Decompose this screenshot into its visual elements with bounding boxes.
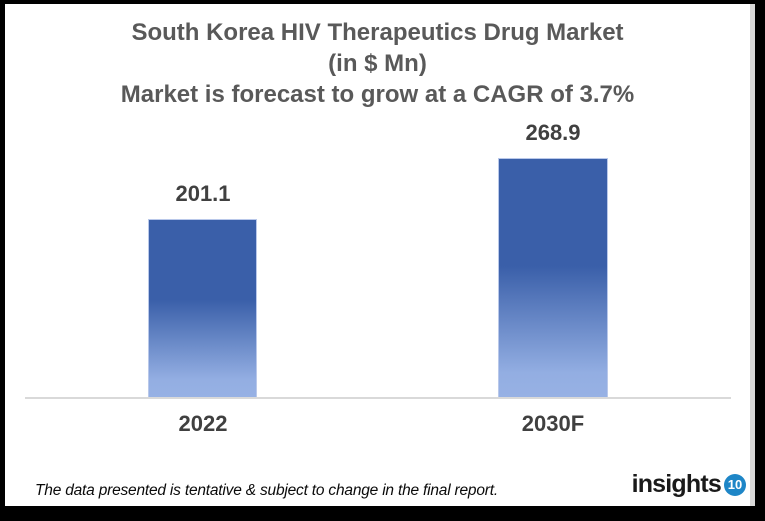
data-label-2030f: 268.9 — [525, 120, 581, 145]
logo-badge-10-icon: 10 — [724, 473, 746, 496]
chart-title-line-3: Market is forecast to grow at a CAGR of … — [120, 81, 635, 108]
logo-wordmark: insights — [631, 470, 722, 498]
disclaimer-note: The data presented is tentative & subjec… — [35, 482, 498, 499]
plot-area: 201.1 268.9 2022 2030F — [5, 4, 750, 506]
chart-title: South Korea HIV Therapeutics Drug Market… — [5, 17, 750, 110]
chart-title-line-2: (in $ Mn) — [328, 50, 427, 77]
chart-card: South Korea HIV Therapeutics Drug Market… — [5, 4, 755, 506]
insights10-logo: insights 10 — [632, 470, 746, 499]
data-label-2022: 201.1 — [175, 181, 231, 206]
x-axis-line — [25, 397, 731, 399]
chart-title-line-1: South Korea HIV Therapeutics Drug Market — [131, 19, 624, 46]
bar-2022 — [148, 219, 257, 398]
category-label-2030f: 2030F — [521, 411, 585, 436]
category-label-2022: 2022 — [178, 411, 228, 436]
bar-2030f — [498, 158, 608, 398]
